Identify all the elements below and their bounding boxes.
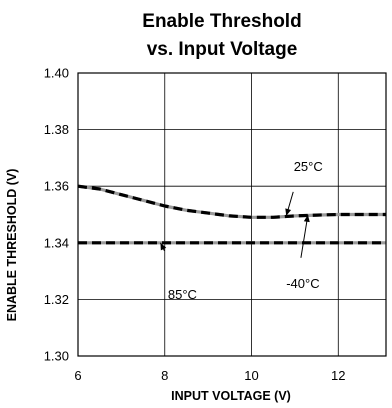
- chart-title-line2: vs. Input Voltage: [147, 39, 298, 60]
- x-tick-label: 10: [244, 368, 258, 383]
- annotation-25-c-arrowhead: [285, 208, 292, 216]
- y-tick-label: 1.34: [44, 235, 69, 250]
- annotations: 25°C -40°C 85°C: [159, 159, 323, 302]
- y-tick-label: 1.40: [44, 66, 69, 81]
- annotation-85-c-arrowhead: [160, 242, 167, 251]
- series-layer: [77, 184, 386, 245]
- series-line-25-c: [77, 184, 386, 219]
- x-tick-label: 8: [161, 368, 168, 383]
- plot-frame: [77, 72, 387, 357]
- annotation-40-c: -40°C: [286, 276, 319, 291]
- y-axis-label: ENABLE THRESHOLD (V): [5, 169, 19, 322]
- y-tick-label: 1.36: [44, 179, 69, 194]
- annotation-40-c-leader: [300, 214, 309, 258]
- chart-title-line1: Enable Threshold: [142, 11, 301, 32]
- annotation-40-c-arrowhead: [303, 214, 310, 223]
- y-tick-label: 1.32: [44, 292, 69, 307]
- y-tick-label: 1.38: [44, 122, 69, 137]
- tick-labels: 1.30 1.32 1.34 1.36 1.38 1.40 6 8 10 12: [44, 66, 346, 384]
- x-axis-label: INPUT VOLTAGE (V): [171, 389, 291, 403]
- annotation-25-c: 25°C: [294, 159, 323, 174]
- series-line-40-c: [77, 184, 386, 219]
- y-tick-label: 1.30: [44, 349, 69, 364]
- annotation-85-c: 85°C: [168, 287, 197, 302]
- x-tick-label: 6: [74, 368, 81, 383]
- x-tick-label: 12: [331, 368, 345, 383]
